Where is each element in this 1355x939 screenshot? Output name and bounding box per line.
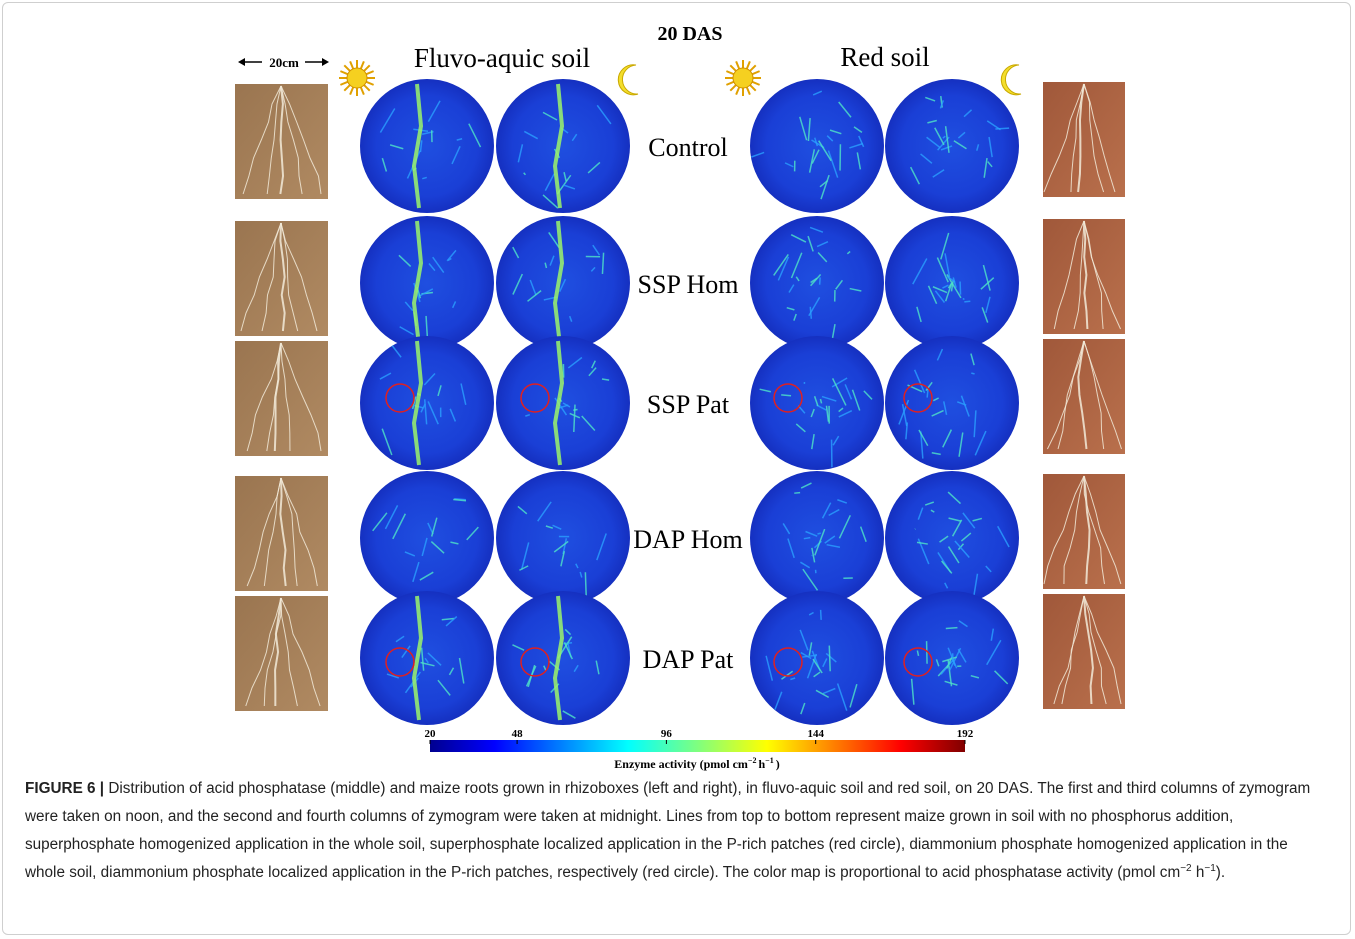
sun <box>347 68 367 88</box>
enzyme-hotspot <box>995 128 1009 129</box>
enzyme-hotspot <box>585 572 586 597</box>
caption-text: −2 <box>1180 863 1191 874</box>
enzyme-hotspot <box>794 493 800 494</box>
colorbar-tick-label: 96 <box>661 728 673 740</box>
zymogram <box>496 471 630 605</box>
enzyme-hotspot <box>821 610 822 620</box>
caption-label: FIGURE 6 | <box>25 780 104 797</box>
sun-ray <box>350 61 353 68</box>
sun-ray <box>340 82 347 85</box>
sun-ray <box>361 61 364 68</box>
sun <box>733 68 753 88</box>
sun-ray <box>366 71 373 74</box>
label-part: ) <box>776 757 780 771</box>
zymogram <box>360 336 494 470</box>
moon <box>1001 65 1021 95</box>
enzyme-hotspot <box>946 628 958 629</box>
sun-ray <box>750 85 756 91</box>
sun-ray <box>747 87 750 94</box>
zymogram <box>750 591 884 725</box>
colorbar-label: Enzyme activity (pmol cm−2h−1) <box>614 756 779 771</box>
enzyme-hotspot <box>829 646 830 672</box>
zymogram <box>360 591 494 725</box>
sun-ray <box>726 71 733 74</box>
sun-ray <box>340 71 347 74</box>
sun-ray <box>750 65 756 71</box>
sun-ray <box>752 71 759 74</box>
zymogram <box>885 471 1019 605</box>
colorbar-tick-label: 192 <box>957 728 974 740</box>
enzyme-hotspot <box>781 395 791 396</box>
enzyme-hotspot <box>963 299 965 300</box>
scale-bar: 20cm <box>238 55 329 70</box>
sun-ray <box>726 82 733 85</box>
sun-ray <box>730 65 736 71</box>
sun-ray <box>736 87 739 94</box>
row-label: DAP Pat <box>643 645 735 674</box>
colorbar-tick-label: 20 <box>425 728 437 740</box>
row-label: SSP Hom <box>638 270 739 299</box>
figure: 20 DAS 20cm Fluvo-aquic soil Red soil Co… <box>0 0 1355 775</box>
row-label: DAP Hom <box>633 525 743 554</box>
label-part: −1 <box>765 756 774 765</box>
caption-text: −1 <box>1204 863 1215 874</box>
sun-ray <box>747 61 750 68</box>
enzyme-hotspot <box>820 399 821 403</box>
figure-title: 20 DAS <box>657 23 722 45</box>
label-part: Enzyme activity (pmol cm <box>614 757 748 771</box>
zymogram <box>750 216 884 350</box>
sun-ray <box>364 65 370 71</box>
label-part: −2 <box>748 756 757 765</box>
row-label: Control <box>648 133 727 162</box>
root-photo <box>1043 594 1125 709</box>
zymogram <box>496 591 630 725</box>
sun-ray <box>344 85 350 91</box>
scale-label: 20cm <box>269 55 299 70</box>
zymogram <box>360 79 494 213</box>
row-label: SSP Pat <box>647 390 730 419</box>
zymogram <box>496 79 630 213</box>
caption: FIGURE 6 | Distribution of acid phosphat… <box>25 775 1325 887</box>
soil-label: Fluvo-aquic soil <box>414 43 590 73</box>
sun-ray <box>730 85 736 91</box>
enzyme-hotspot <box>817 533 820 534</box>
moon <box>618 65 638 95</box>
caption-text: ). <box>1216 864 1225 881</box>
sun-ray <box>364 85 370 91</box>
enzyme-hotspot <box>971 373 974 374</box>
sun-ray <box>350 87 353 94</box>
sun-ray <box>344 65 350 71</box>
caption-text: Distribution of acid phosphatase (middle… <box>25 780 1310 881</box>
enzyme-hotspot <box>573 410 577 411</box>
enzyme-hotspot <box>810 307 811 319</box>
enzyme-hotspot <box>804 538 811 539</box>
root-photo <box>1043 219 1125 334</box>
enzyme-hotspot <box>964 301 970 302</box>
zymogram <box>750 471 884 605</box>
root-photo <box>1043 82 1125 197</box>
soil-label: Red soil <box>840 42 929 72</box>
sun-ray <box>366 82 373 85</box>
colorbar-tick-label: 144 <box>807 728 824 740</box>
root-photo <box>1043 339 1125 454</box>
colorbar <box>430 740 965 752</box>
colorbar-tick-label: 48 <box>512 728 524 740</box>
sun-ray <box>752 82 759 85</box>
sun-ray <box>736 61 739 68</box>
sun-ray <box>361 87 364 94</box>
